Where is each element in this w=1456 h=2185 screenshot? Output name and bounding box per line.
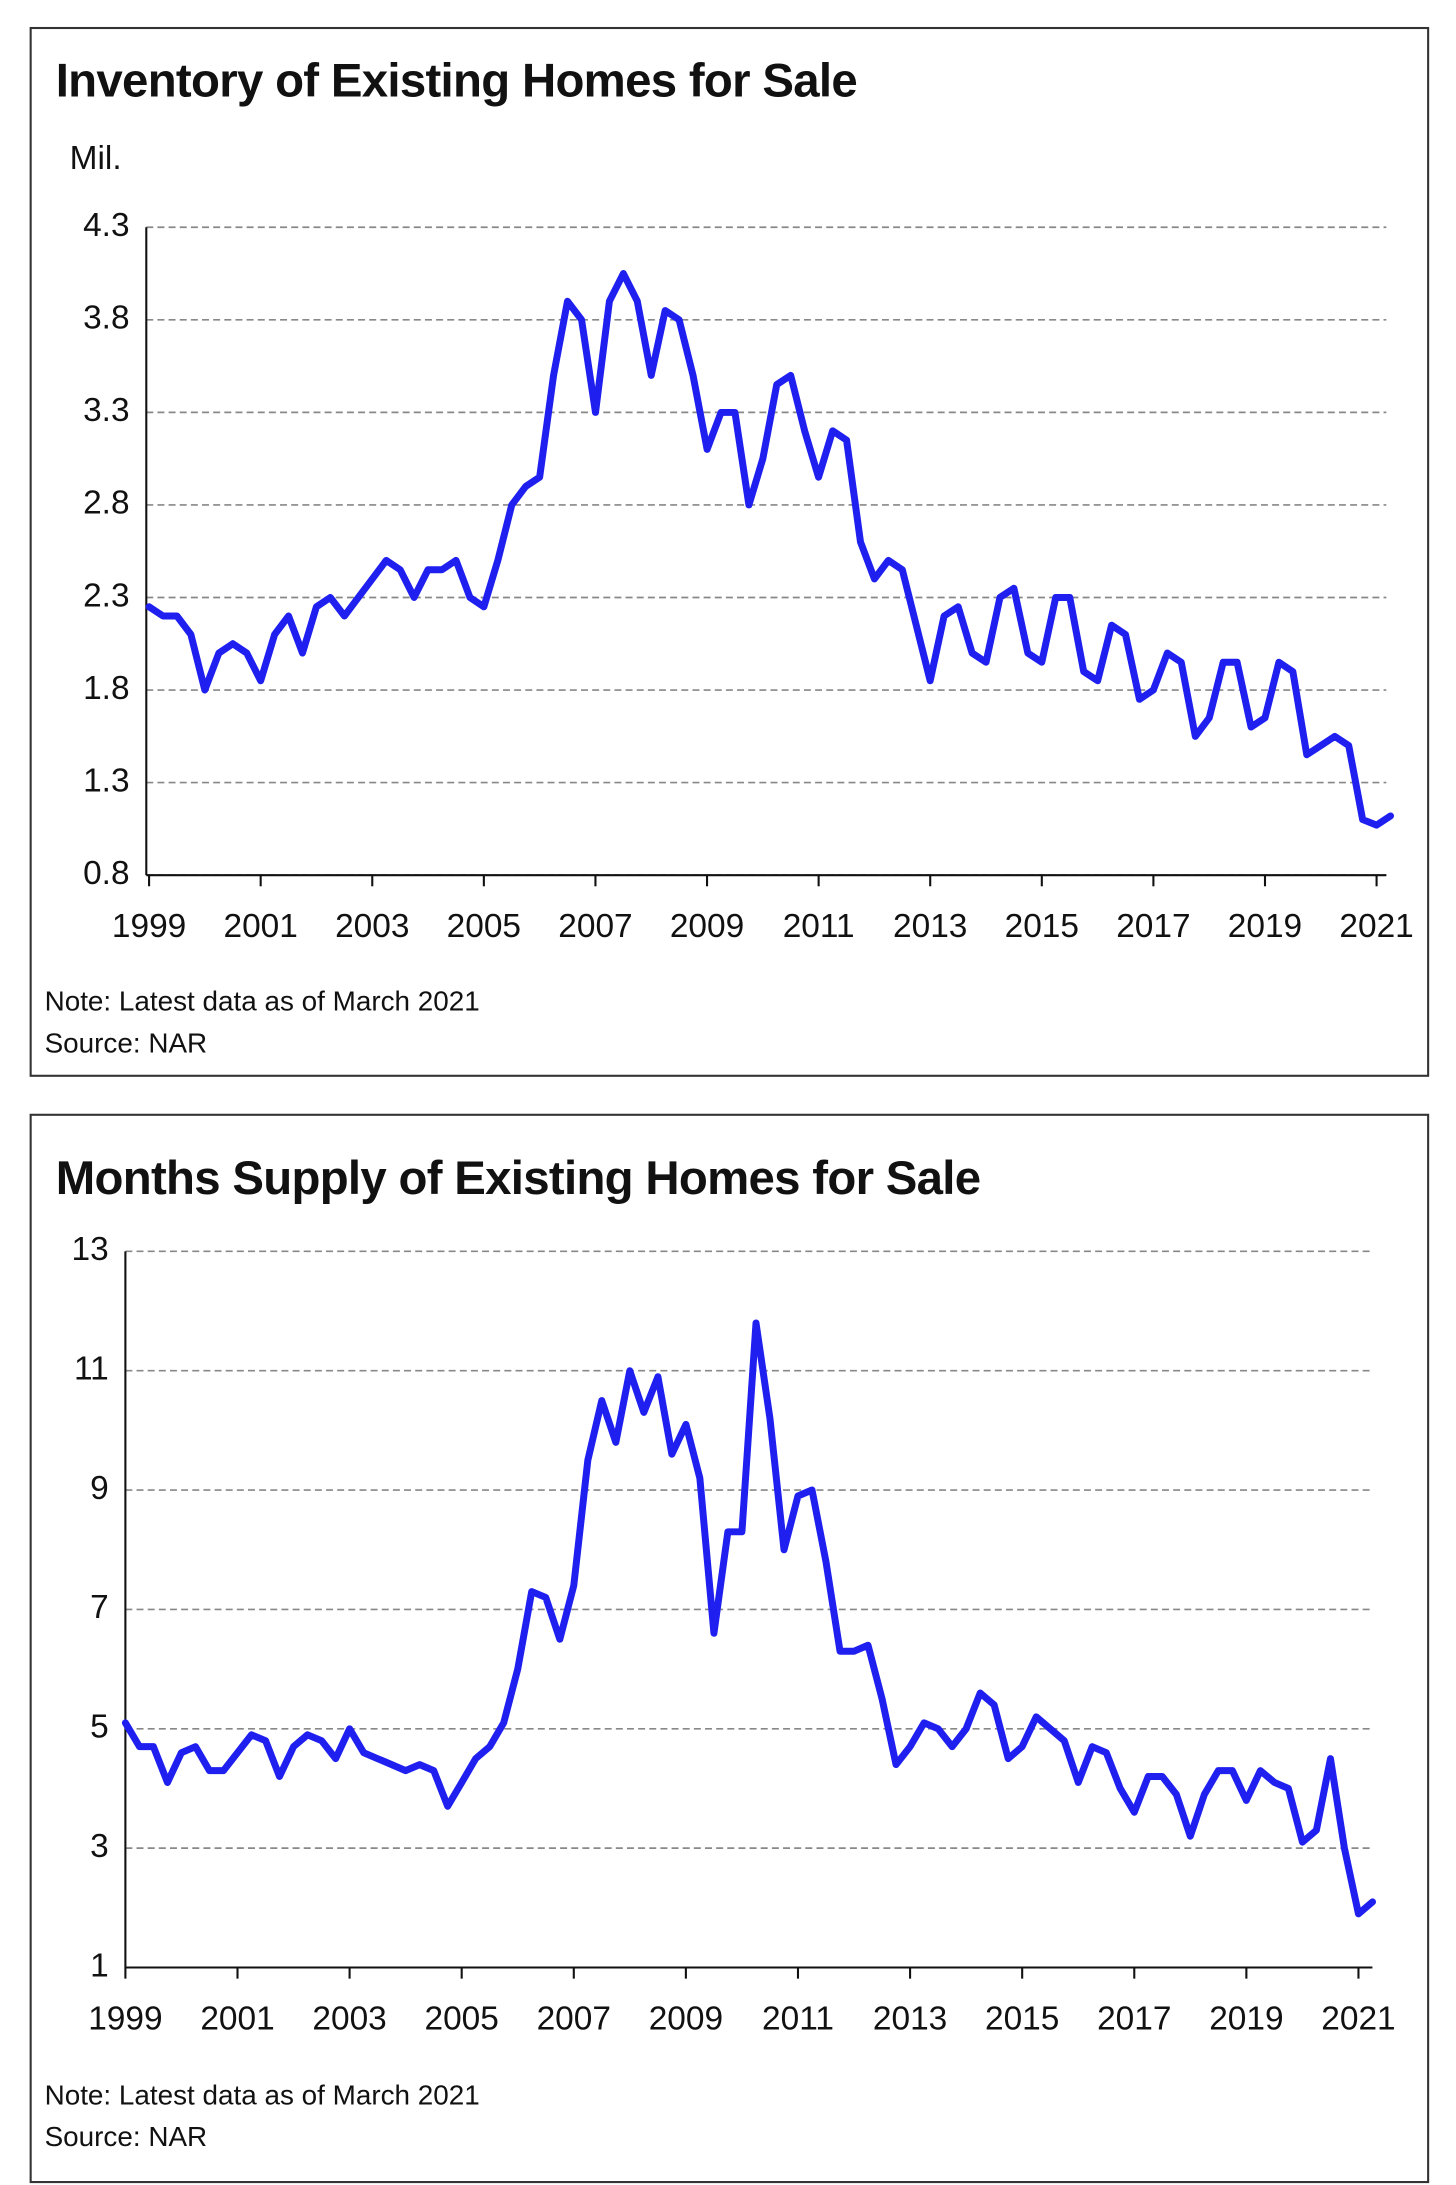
- x-tick-label: 1999: [88, 2000, 162, 2037]
- x-tick-label: 2009: [670, 908, 744, 945]
- x-tick-label: 2017: [1097, 2000, 1171, 2037]
- x-tick-label: 2015: [985, 2000, 1059, 2037]
- x-tick-label: 2019: [1209, 2000, 1283, 2037]
- y-tick-label: 0.8: [83, 855, 129, 892]
- y-tick-label: 11: [74, 1351, 109, 1388]
- x-tick-label: 2003: [335, 908, 409, 945]
- y-tick-label: 3.3: [83, 392, 129, 429]
- x-tick-label: 2013: [873, 2000, 947, 2037]
- y-tick-label: 3: [90, 1828, 109, 1865]
- x-tick-label: 2017: [1116, 908, 1190, 945]
- x-tick-label: 2007: [537, 2000, 611, 2037]
- source: Source: NAR: [45, 1027, 208, 1058]
- y-tick-label: 7: [90, 1589, 109, 1626]
- x-tick-label: 2021: [1339, 908, 1413, 945]
- y-tick-label: 1.3: [83, 762, 129, 799]
- x-tick-label: 2001: [200, 2000, 274, 2037]
- note: Note: Latest data as of March 2021: [45, 986, 480, 1017]
- x-tick-label: 2009: [649, 2000, 723, 2037]
- data-line: [121, 1319, 1377, 1918]
- x-tick-label: 2021: [1321, 2000, 1395, 2037]
- y-tick-label: 9: [90, 1470, 109, 1507]
- x-tick-label: 2011: [783, 908, 855, 945]
- x-tick-label: 2011: [762, 2000, 834, 2037]
- panel-frame: [29, 26, 1430, 1077]
- data-line: [145, 270, 1394, 829]
- x-tick-label: 2005: [447, 908, 521, 945]
- x-tick-label: 2001: [223, 908, 297, 945]
- y-axis-label: Mil.: [70, 140, 122, 177]
- x-tick-label: 2019: [1228, 908, 1302, 945]
- y-tick-label: 4.3: [83, 207, 129, 244]
- note: Note: Latest data as of March 2021: [45, 2079, 480, 2110]
- x-tick-label: 2007: [558, 908, 632, 945]
- x-tick-label: 1999: [112, 908, 186, 945]
- panel-frame: [29, 1113, 1430, 2184]
- x-tick-label: 2003: [312, 2000, 386, 2037]
- y-tick-label: 2.8: [83, 485, 129, 522]
- x-tick-label: 2005: [425, 2000, 499, 2037]
- y-tick-label: 13: [71, 1231, 108, 1268]
- x-tick-label: 2015: [1005, 908, 1079, 945]
- source: Source: NAR: [45, 2121, 208, 2152]
- y-tick-label: 2.3: [83, 577, 129, 614]
- chart-title: Months Supply of Existing Homes for Sale: [56, 1152, 981, 1205]
- chart-title: Inventory of Existing Homes for Sale: [56, 54, 857, 107]
- y-tick-label: 5: [90, 1709, 109, 1746]
- y-tick-label: 3.8: [83, 300, 129, 337]
- y-tick-label: 1: [90, 1947, 109, 1984]
- y-tick-label: 1.8: [83, 670, 129, 707]
- x-tick-label: 2013: [893, 908, 967, 945]
